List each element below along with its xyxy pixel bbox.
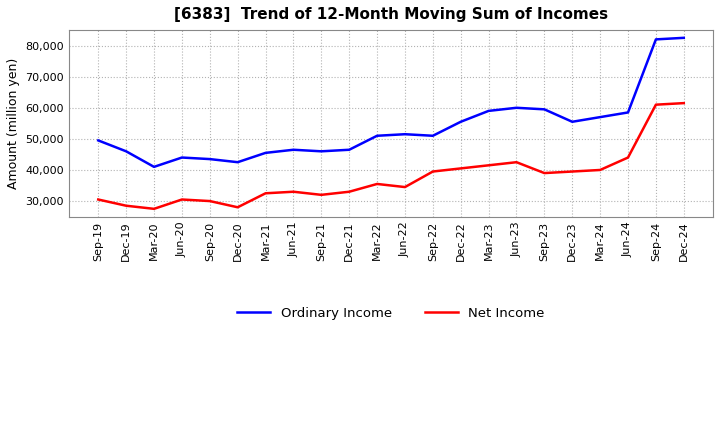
Ordinary Income <box>345 147 354 152</box>
Ordinary Income <box>568 119 577 125</box>
Net Income <box>680 100 688 106</box>
Net Income <box>456 166 465 171</box>
Net Income <box>540 170 549 176</box>
Net Income <box>178 197 186 202</box>
Ordinary Income <box>289 147 298 152</box>
Ordinary Income <box>94 138 102 143</box>
Ordinary Income <box>150 164 158 169</box>
Net Income <box>122 203 130 209</box>
Net Income <box>624 155 632 160</box>
Ordinary Income <box>317 149 325 154</box>
Net Income <box>512 160 521 165</box>
Ordinary Income <box>205 157 214 162</box>
Ordinary Income <box>680 35 688 40</box>
Ordinary Income <box>261 150 270 155</box>
Net Income <box>94 197 102 202</box>
Net Income <box>596 167 605 172</box>
Line: Net Income: Net Income <box>98 103 684 209</box>
Y-axis label: Amount (million yen): Amount (million yen) <box>7 58 20 189</box>
Ordinary Income <box>512 105 521 110</box>
Ordinary Income <box>373 133 382 139</box>
Legend: Ordinary Income, Net Income: Ordinary Income, Net Income <box>232 301 550 325</box>
Net Income <box>652 102 660 107</box>
Net Income <box>400 184 409 190</box>
Ordinary Income <box>428 133 437 139</box>
Ordinary Income <box>652 37 660 42</box>
Net Income <box>317 192 325 198</box>
Line: Ordinary Income: Ordinary Income <box>98 38 684 167</box>
Net Income <box>150 206 158 212</box>
Net Income <box>261 191 270 196</box>
Net Income <box>373 181 382 187</box>
Ordinary Income <box>624 110 632 115</box>
Net Income <box>205 198 214 204</box>
Title: [6383]  Trend of 12-Month Moving Sum of Incomes: [6383] Trend of 12-Month Moving Sum of I… <box>174 7 608 22</box>
Net Income <box>345 189 354 194</box>
Ordinary Income <box>400 132 409 137</box>
Ordinary Income <box>233 160 242 165</box>
Net Income <box>233 205 242 210</box>
Net Income <box>428 169 437 174</box>
Ordinary Income <box>178 155 186 160</box>
Ordinary Income <box>122 149 130 154</box>
Ordinary Income <box>485 108 493 114</box>
Net Income <box>568 169 577 174</box>
Net Income <box>289 189 298 194</box>
Ordinary Income <box>540 106 549 112</box>
Net Income <box>485 163 493 168</box>
Ordinary Income <box>596 114 605 120</box>
Ordinary Income <box>456 119 465 125</box>
